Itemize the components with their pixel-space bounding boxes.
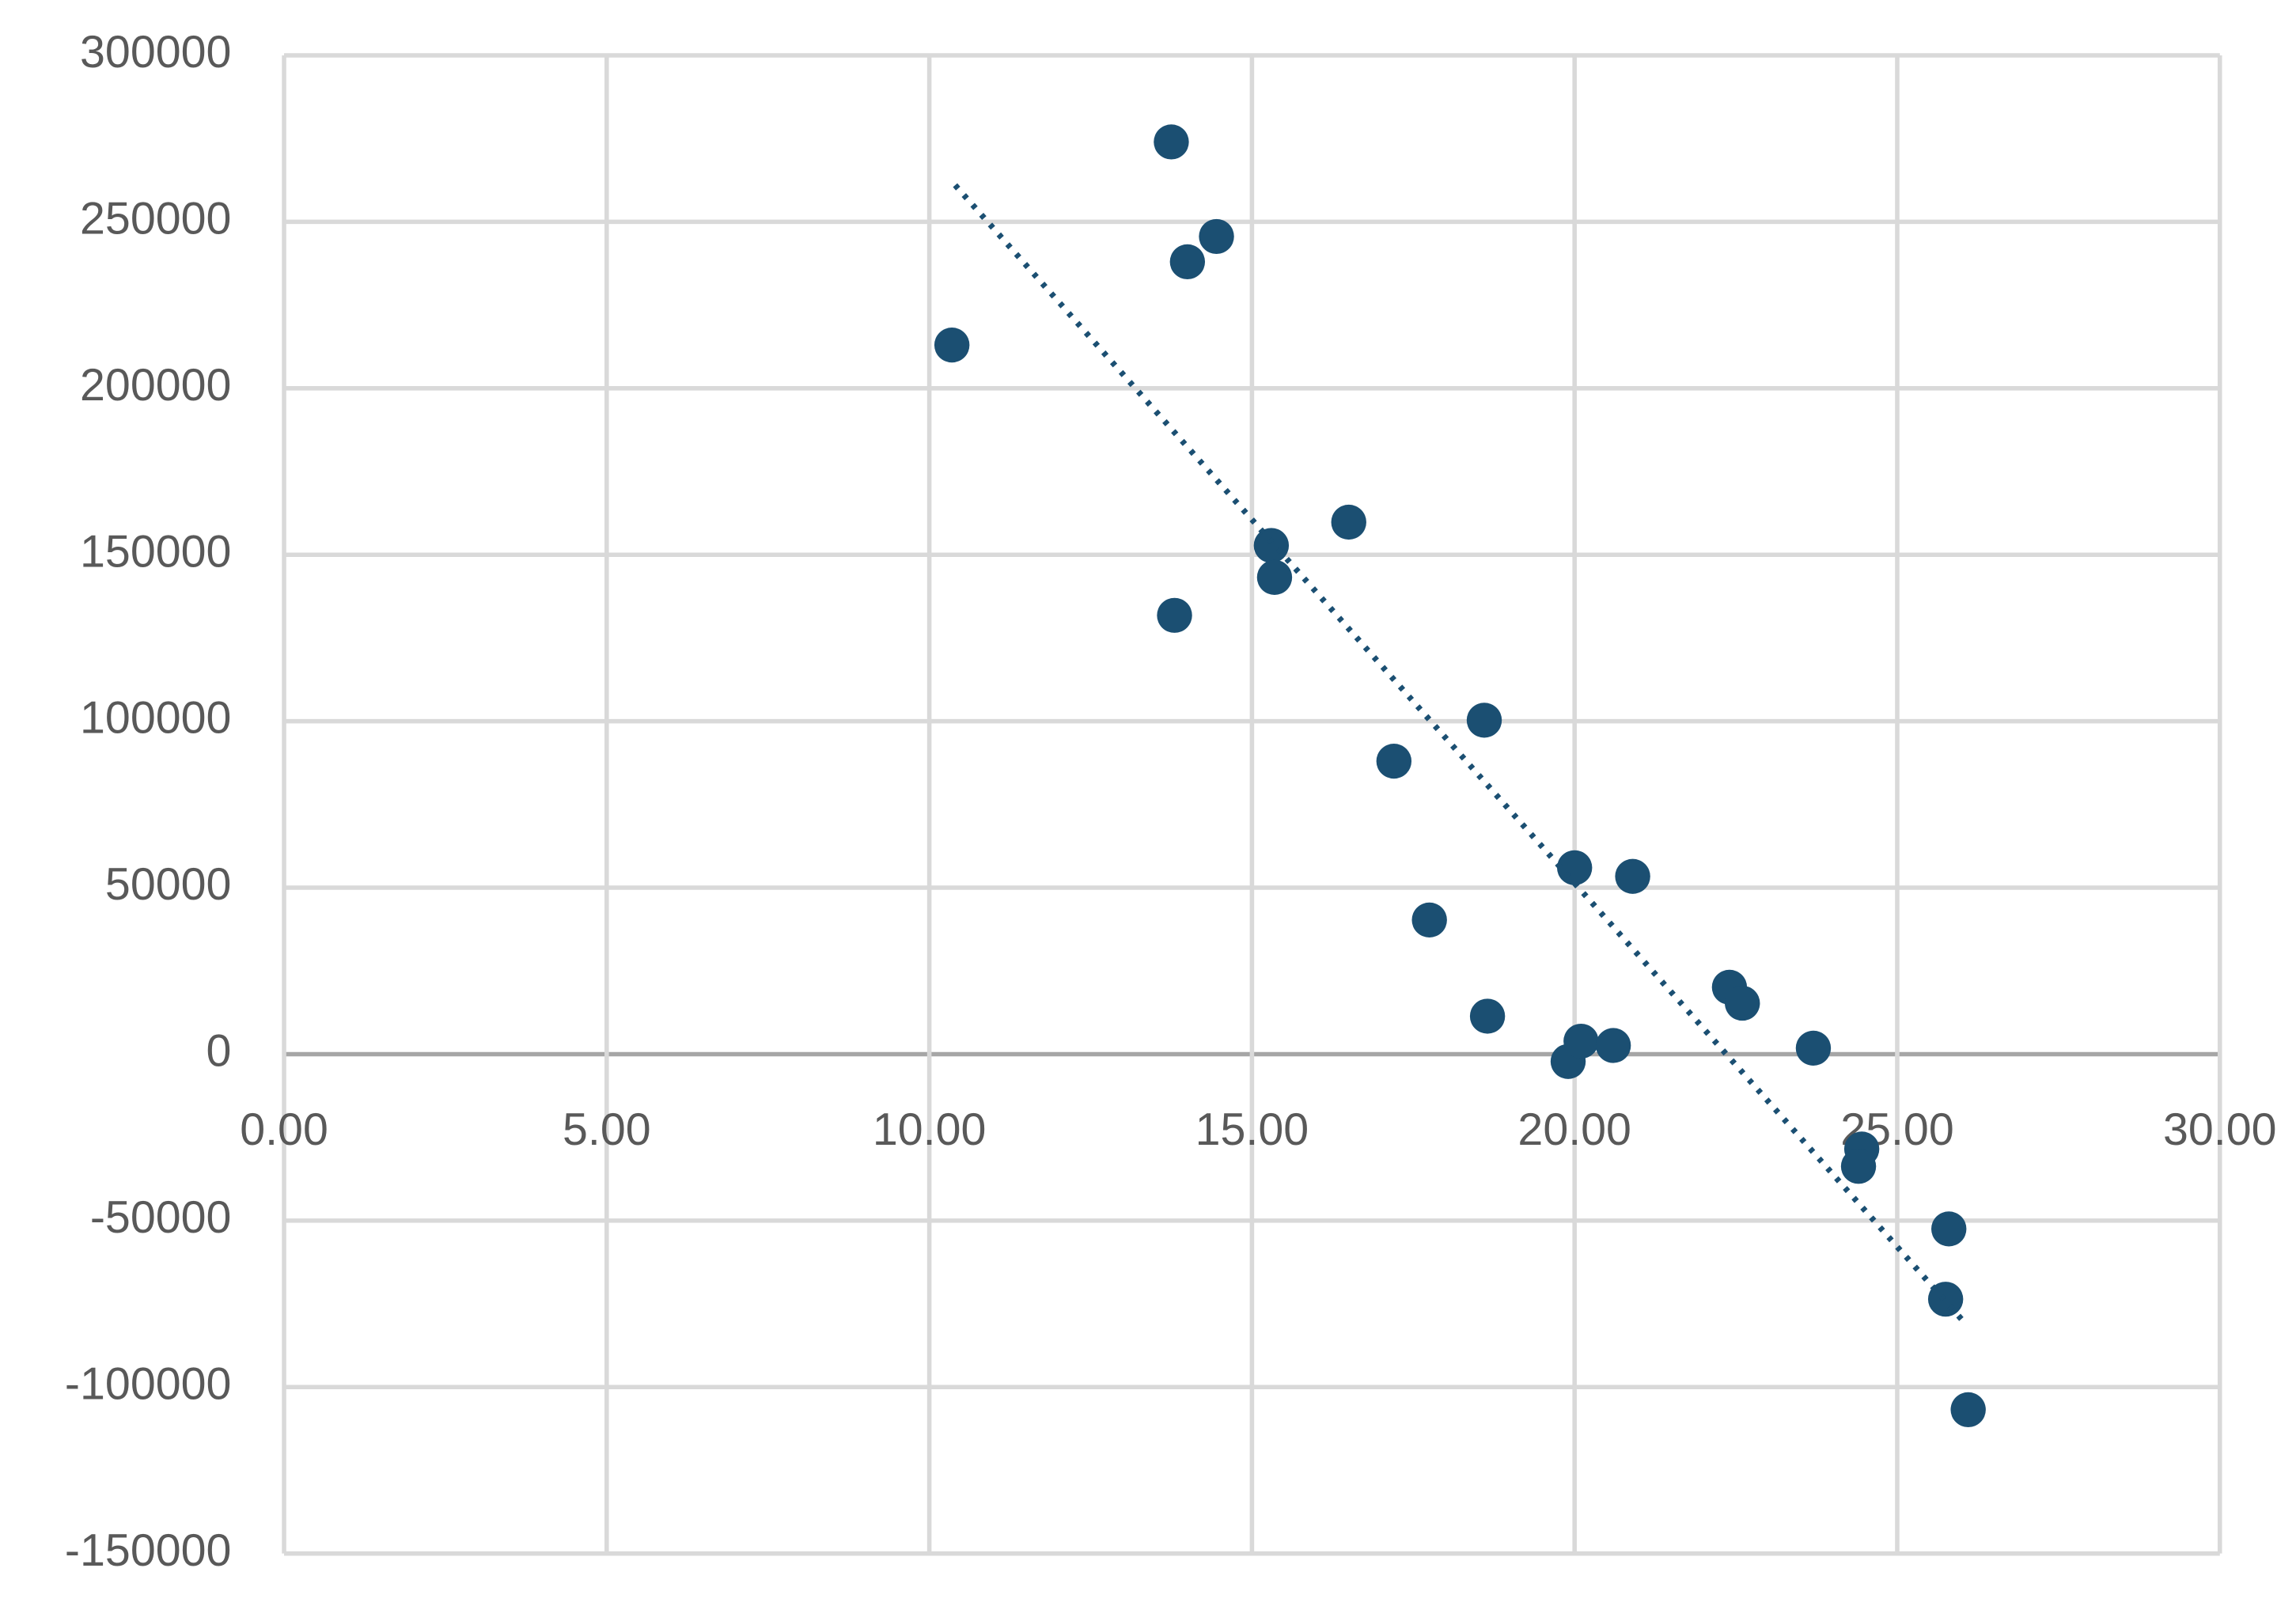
x-tick-label: 20.00 [1517,1104,1631,1155]
point [1927,1282,1964,1317]
point [1795,1030,1832,1066]
y-tick-label: 100000 [80,693,231,744]
y-tick-label: -150000 [65,1525,231,1576]
x-tick-label: 0.00 [240,1104,328,1155]
x-tick-label: 15.00 [1195,1104,1309,1155]
point [1595,1028,1631,1063]
point [1157,597,1192,633]
y-tick-label: 150000 [80,526,231,577]
point [1556,850,1593,885]
point [1256,559,1293,595]
y-tick-label: 200000 [80,360,231,411]
point [1840,1149,1877,1184]
point [1376,744,1412,779]
point [1615,858,1650,894]
point [1169,244,1206,280]
point [1725,985,1760,1021]
y-tick-label: 300000 [80,27,231,78]
point [1331,504,1366,540]
point [1469,998,1506,1034]
point [934,328,970,363]
point [1563,1023,1599,1059]
point [1950,1392,1986,1427]
y-tick-label: -100000 [65,1358,231,1409]
y-tick-label: 250000 [80,194,231,244]
point [1411,902,1447,937]
point [1466,703,1502,738]
point [1931,1211,1967,1247]
point [1199,218,1234,255]
y-tick-label: 0 [206,1026,232,1077]
trendline [953,183,1964,1322]
y-tick-label: 50000 [105,859,231,910]
x-tick-label: 10.00 [873,1104,987,1155]
y-tick-label: -50000 [90,1192,232,1243]
x-tick-label: 30.00 [2163,1104,2277,1155]
point [1154,124,1189,160]
point [1253,528,1290,563]
x-tick-label: 5.00 [563,1104,651,1155]
